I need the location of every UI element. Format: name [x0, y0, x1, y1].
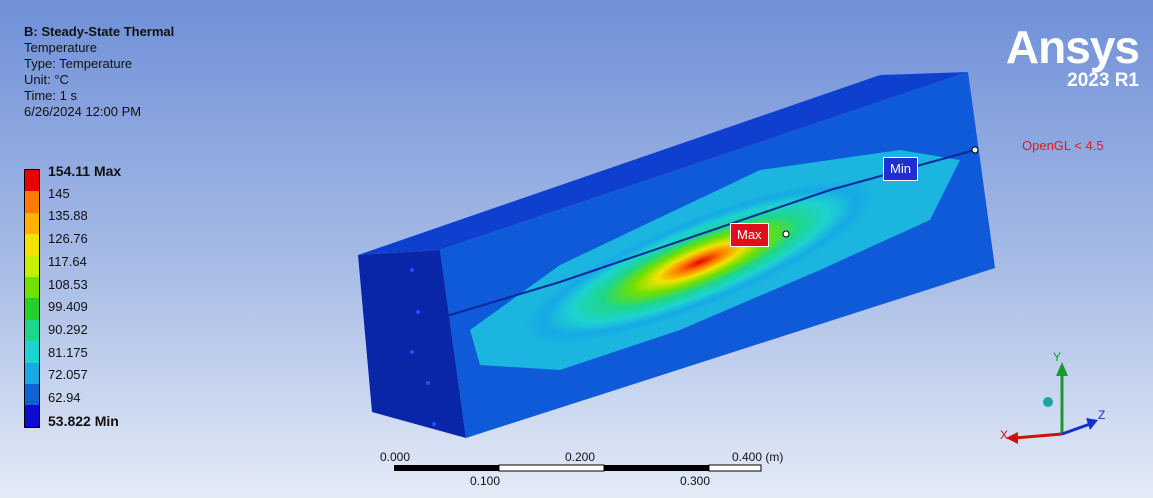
legend-swatch — [25, 341, 39, 363]
scale-tick-100: 0.100 — [470, 474, 501, 488]
analysis-title: B: Steady-State Thermal — [24, 24, 175, 39]
result-name: Temperature — [24, 40, 97, 55]
min-probe-label[interactable]: Min — [883, 157, 918, 181]
result-type: Type: Temperature — [24, 56, 133, 71]
legend-label: 90.292 — [48, 321, 88, 337]
legend-swatch — [25, 362, 39, 384]
axis-triad[interactable]: Y X Z — [1000, 350, 1130, 450]
legend-swatch — [25, 383, 39, 406]
logo-version: 2023 R1 — [1067, 70, 1139, 91]
result-time: Time: 1 s — [24, 88, 77, 103]
scale-bar: 0.000 0.200 0.400 (m) 0.100 0.300 — [380, 450, 800, 490]
axis-x-label: X — [1000, 428, 1009, 442]
legend-label: 145 — [48, 185, 70, 201]
legend-color-bar — [24, 169, 40, 428]
legend-label: 135.88 — [48, 208, 88, 224]
result-date: 6/26/2024 12:00 PM — [24, 104, 142, 119]
legend-swatch — [25, 298, 39, 320]
logo-brand: Ansys — [1005, 21, 1140, 73]
legend-label: 72.057 — [48, 367, 88, 383]
legend-label: 154.11 Max — [48, 163, 122, 179]
legend-label: 53.822 Min — [48, 412, 119, 429]
scale-tick-200: 0.200 — [565, 450, 596, 464]
legend-swatch — [25, 255, 39, 277]
result-unit: Unit: °C — [24, 72, 69, 87]
legend-label: 108.53 — [48, 276, 88, 292]
block-end-face — [358, 250, 466, 438]
legend-label: 99.409 — [48, 299, 88, 315]
axis-z-label: Z — [1098, 408, 1106, 422]
legend-label: 62.94 — [48, 390, 81, 405]
legend-swatch — [25, 405, 39, 427]
block-top-face — [358, 72, 968, 255]
legend-label: 117.64 — [48, 253, 87, 269]
hot-zone — [523, 179, 877, 345]
result-info: B: Steady-State Thermal Temperature Type… — [24, 24, 174, 120]
legend-label: 126.76 — [48, 231, 88, 247]
legend-label: 81.175 — [48, 344, 88, 360]
ansys-logo: Ansys 2023 R1 — [1005, 21, 1140, 92]
legend-swatch — [25, 319, 39, 342]
legend-swatch — [25, 212, 39, 235]
legend-swatch — [25, 234, 39, 256]
scale-tick-0: 0.000 — [380, 450, 411, 464]
max-probe-label[interactable]: Max — [730, 223, 769, 247]
axis-y-label: Y — [1053, 350, 1062, 364]
scale-tick-300: 0.300 — [680, 474, 711, 488]
legend-swatch — [25, 191, 39, 213]
legend-swatch — [25, 276, 39, 299]
legend-swatch — [25, 170, 39, 192]
opengl-warning: OpenGL < 4.5 — [1022, 138, 1104, 153]
scale-tick-400: 0.400 (m) — [732, 450, 784, 464]
